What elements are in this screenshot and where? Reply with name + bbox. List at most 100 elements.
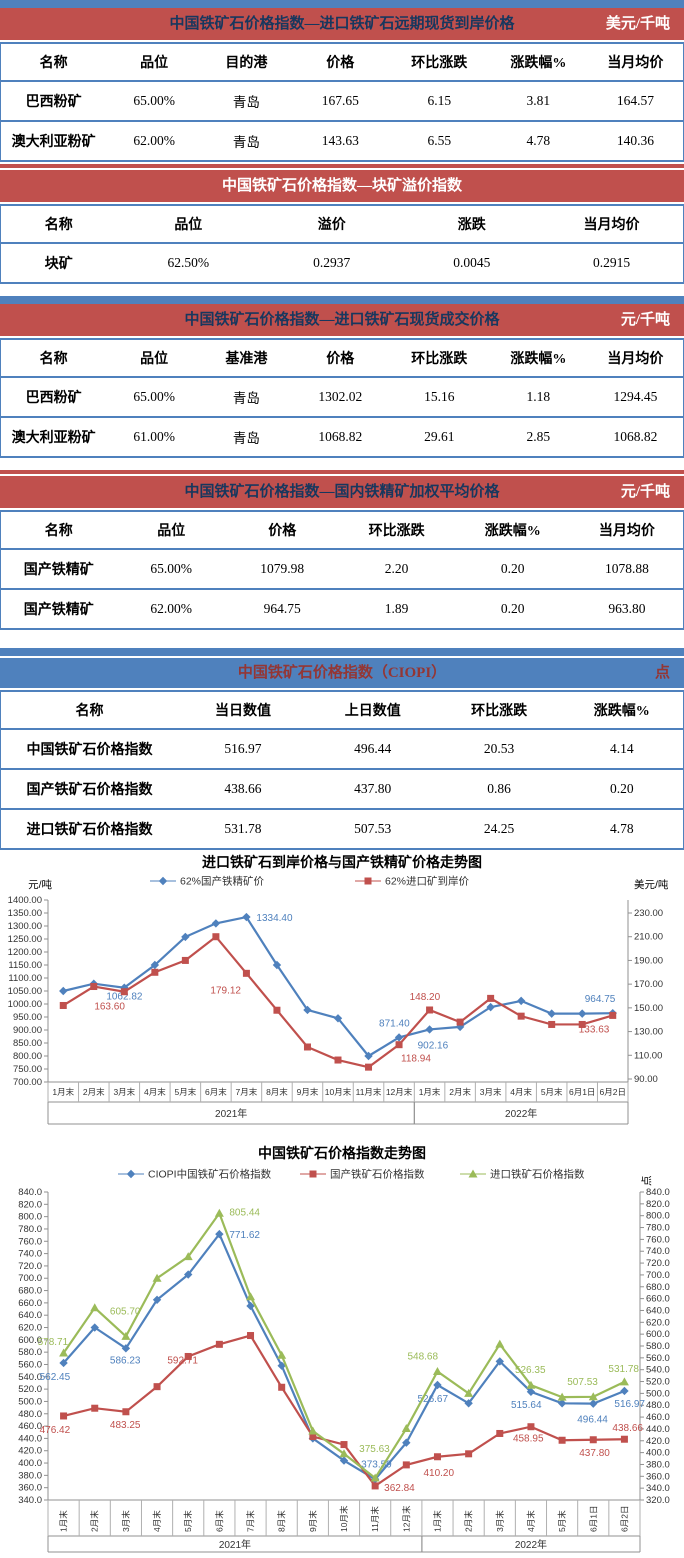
left-axis-tick-label: 1300.00 (8, 921, 42, 932)
chart-title: 进口铁矿石到岸价格与国产铁精矿价格走势图 (202, 854, 482, 870)
series-marker (370, 1473, 380, 1482)
table-row: 巴西粉矿 65.00% 青岛 1302.02 15.16 1.18 1294.45 (0, 377, 684, 418)
right-axis-tick-label: 560.0 (646, 1353, 670, 1364)
data-point-label: 118.94 (401, 1054, 431, 1065)
data-point-label: 1334.40 (256, 913, 293, 924)
value-cell: 0.20 (560, 769, 684, 810)
series-marker (122, 1408, 130, 1416)
table-block-lump-premium: 中国铁矿石价格指数—块矿溢价指数 名称 品位 溢价 涨跌 当月均价 块矿 62.50% 0.2… (0, 164, 684, 284)
year-group-label: 2021年 (219, 1538, 251, 1551)
right-axis-unit: 美元/吨 (634, 878, 669, 891)
right-axis-tick-label: 340.0 (646, 1483, 670, 1494)
data-point-label: 805.44 (229, 1207, 260, 1218)
divider-bar (0, 470, 684, 474)
left-axis-tick-label: 420.0 (18, 1446, 42, 1457)
right-axis-tick-label: 170.00 (634, 979, 663, 990)
left-axis-tick-label: 800.0 (18, 1212, 42, 1223)
right-axis-tick-label: 840.0 (646, 1187, 670, 1198)
series-marker (59, 986, 68, 996)
table-title: 中国铁矿石价格指数（CIOPI） (237, 665, 447, 681)
x-axis-label: 6月1日 (569, 1087, 595, 1097)
series-marker (589, 1399, 598, 1408)
value-cell: 0.2937 (260, 243, 404, 284)
series-marker (433, 1453, 441, 1461)
left-axis-tick-label: 600.0 (18, 1335, 42, 1346)
value-cell: 65.00% (106, 377, 202, 418)
left-axis-tick-label: 740.0 (18, 1249, 42, 1260)
value-cell: 143.63 (290, 121, 390, 162)
left-axis-tick-label: 1200.00 (8, 947, 42, 958)
column-header: 环比涨跌 (389, 339, 489, 378)
series-marker (365, 1063, 373, 1071)
left-axis-tick-label: 820.0 (18, 1199, 42, 1210)
left-axis-tick-label: 1250.00 (8, 934, 42, 945)
series-marker (90, 1323, 99, 1332)
series-marker (516, 996, 526, 1006)
x-axis-label: 7月末 (236, 1087, 258, 1097)
value-cell: 0.86 (437, 769, 561, 810)
series-marker (121, 1331, 131, 1340)
value-cell: 438.66 (178, 769, 308, 810)
right-axis-tick-label: 190.00 (634, 955, 663, 966)
data-point-label: 526.35 (515, 1365, 546, 1376)
value-cell: 0.20 (454, 549, 571, 590)
x-axis-label: 1月末 (52, 1087, 74, 1097)
right-axis-tick-label: 720.0 (646, 1258, 670, 1269)
series-marker (589, 1436, 597, 1444)
left-axis-tick-label: 620.0 (18, 1323, 42, 1334)
value-cell: 963.80 (570, 589, 684, 630)
chart-import-vs-domestic-price-trend: 进口铁矿石到岸价格与国产铁精矿价格走势图 62%国产铁精矿价 62%进口矿到岸价 元/… (0, 850, 684, 1140)
series-marker (158, 876, 168, 886)
right-axis-tick-label: 230.00 (634, 908, 663, 919)
series-marker (215, 1340, 223, 1348)
row-name-cell: 块矿 (0, 243, 117, 284)
table-title: 中国铁矿石价格指数—进口铁矿石远期现货到岸价格 (169, 16, 515, 32)
x-axis-label: 6月末 (205, 1087, 227, 1097)
series-marker (60, 1412, 68, 1420)
x-axis-label: 10月末 (325, 1087, 352, 1097)
right-axis-tick-label: 580.0 (646, 1341, 670, 1352)
series-marker (468, 1169, 478, 1178)
chart-title: 中国铁矿石价格指数走势图 (258, 1145, 426, 1161)
price-table: 名称 品位 基准港 价格 环比涨跌 涨跌幅% 当月均价 巴西粉矿 65.00% 青岛 1302.02… (0, 338, 684, 458)
row-name-cell: 巴西粉矿 (0, 377, 107, 418)
column-header: 溢价 (260, 205, 404, 244)
data-point-label: 410.20 (423, 1468, 454, 1479)
column-header: 当月均价 (540, 205, 684, 244)
series-marker (620, 1386, 629, 1396)
legend-item-label: CIOPI中国铁矿石价格指数 (148, 1168, 272, 1181)
column-header: 名称 (0, 43, 107, 82)
row-name-cell: 澳大利亚粉矿 (0, 121, 107, 162)
series-marker (557, 1392, 567, 1401)
right-axis-unit: 点 (641, 1176, 653, 1187)
table-unit: 美元/千吨 (605, 16, 670, 32)
x-axis-label: 5月末 (175, 1087, 197, 1097)
value-cell: 4.14 (560, 729, 684, 770)
data-point-label: 163.60 (94, 1002, 125, 1013)
value-cell: 164.57 (587, 81, 684, 122)
x-axis-label: 12月末 (401, 1505, 411, 1532)
right-axis-tick-label: 210.00 (634, 932, 663, 943)
left-axis-tick-label: 400.0 (18, 1458, 42, 1469)
row-name-cell: 澳大利亚粉矿 (0, 417, 107, 458)
x-axis-label: 4月末 (144, 1087, 166, 1097)
data-point-label: 902.16 (418, 1040, 449, 1051)
value-cell: 496.44 (307, 729, 438, 770)
series-marker (432, 1366, 442, 1375)
price-table: 名称 品位 价格 环比涨跌 涨跌幅% 当月均价 国产铁精矿 65.00% 1079.98 2.20… (0, 510, 684, 630)
value-cell: 20.53 (437, 729, 561, 770)
right-axis-tick-label: 130.00 (634, 1027, 663, 1038)
value-cell: 1.18 (488, 377, 588, 418)
left-axis-tick-label: 640.0 (18, 1310, 42, 1321)
series-marker (578, 1020, 586, 1028)
left-axis-tick-label: 850.00 (13, 1038, 42, 1049)
x-axis-label: 7月末 (246, 1510, 256, 1532)
row-name-cell: 国产铁精矿 (0, 589, 117, 630)
x-axis-label: 9月末 (308, 1510, 318, 1532)
left-axis-tick-label: 520.0 (18, 1384, 42, 1395)
series-marker (215, 1229, 224, 1239)
data-point-label: 476.42 (40, 1425, 71, 1436)
right-axis-tick-label: 680.0 (646, 1282, 670, 1293)
series-marker (402, 1461, 410, 1469)
data-point-label: 548.68 (407, 1351, 438, 1362)
